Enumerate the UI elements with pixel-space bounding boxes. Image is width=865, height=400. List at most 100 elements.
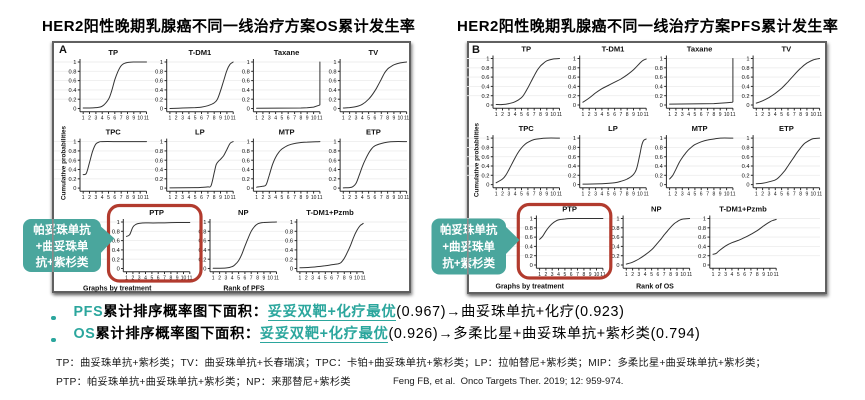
svg-text:3: 3: [594, 112, 597, 118]
svg-text:TPC: TPC: [519, 124, 535, 133]
svg-text:LP: LP: [608, 124, 618, 133]
svg-text:B: B: [472, 44, 480, 56]
svg-text:2: 2: [305, 275, 308, 281]
svg-text:TP: TP: [108, 48, 118, 57]
svg-text:A: A: [59, 44, 67, 56]
svg-text:9: 9: [762, 272, 765, 278]
svg-text:8: 8: [343, 275, 346, 281]
svg-text:3: 3: [681, 112, 684, 118]
svg-text:0.2: 0.2: [285, 257, 293, 263]
svg-text:ETP: ETP: [779, 124, 794, 133]
svg-text:9: 9: [632, 192, 635, 198]
svg-text:11: 11: [557, 112, 562, 118]
svg-text:0.4: 0.4: [698, 245, 706, 251]
svg-text:3: 3: [138, 275, 141, 281]
svg-text:1: 1: [125, 275, 128, 281]
svg-text:TV: TV: [369, 48, 380, 57]
svg-text:3: 3: [508, 192, 511, 198]
svg-text:PTP: PTP: [149, 208, 164, 217]
svg-text:0.4: 0.4: [155, 168, 163, 174]
svg-text:0: 0: [486, 183, 489, 189]
svg-text:2: 2: [718, 272, 721, 278]
svg-text:7: 7: [620, 112, 623, 118]
svg-text:1: 1: [160, 60, 163, 66]
svg-text:11: 11: [817, 112, 822, 118]
svg-text:2: 2: [175, 195, 178, 201]
svg-text:1: 1: [82, 115, 85, 121]
svg-text:6: 6: [244, 275, 247, 281]
svg-text:Taxane: Taxane: [687, 45, 713, 54]
svg-text:10: 10: [224, 195, 230, 201]
svg-text:11: 11: [730, 192, 735, 198]
svg-text:3: 3: [268, 195, 271, 201]
svg-text:8: 8: [300, 115, 303, 121]
svg-text:0: 0: [117, 267, 120, 273]
svg-text:1: 1: [333, 60, 336, 66]
svg-text:9: 9: [393, 115, 396, 121]
svg-text:9: 9: [719, 112, 722, 118]
svg-text:11: 11: [817, 192, 822, 198]
svg-text:10: 10: [550, 192, 556, 198]
svg-text:11: 11: [730, 112, 735, 118]
svg-text:0: 0: [247, 107, 250, 113]
svg-text:5: 5: [520, 112, 523, 118]
svg-text:Cumulative probabilities: Cumulative probabilities: [61, 125, 68, 200]
svg-text:5: 5: [367, 195, 370, 201]
svg-text:2: 2: [545, 272, 548, 278]
svg-text:3: 3: [508, 112, 511, 118]
svg-text:0.4: 0.4: [742, 164, 750, 170]
svg-text:1: 1: [299, 275, 302, 281]
svg-text:9: 9: [132, 195, 135, 201]
svg-text:1: 1: [255, 115, 258, 121]
svg-text:3: 3: [95, 115, 98, 121]
svg-text:9: 9: [676, 272, 679, 278]
svg-text:0.6: 0.6: [242, 158, 250, 164]
svg-text:1: 1: [247, 140, 250, 146]
svg-text:2: 2: [348, 195, 351, 201]
svg-text:7: 7: [250, 275, 253, 281]
svg-text:7: 7: [163, 275, 166, 281]
svg-text:5: 5: [607, 192, 610, 198]
svg-text:3: 3: [768, 192, 771, 198]
svg-text:0.2: 0.2: [155, 97, 163, 103]
svg-text:0.6: 0.6: [612, 235, 620, 241]
svg-text:1: 1: [660, 136, 663, 142]
svg-text:11: 11: [404, 195, 409, 201]
svg-text:5: 5: [194, 115, 197, 121]
svg-text:0.2: 0.2: [242, 177, 250, 183]
svg-text:0.8: 0.8: [698, 226, 706, 232]
svg-text:8: 8: [539, 112, 542, 118]
svg-text:11: 11: [144, 115, 149, 121]
svg-text:1: 1: [668, 112, 671, 118]
svg-text:11: 11: [187, 275, 192, 281]
svg-text:11: 11: [774, 272, 779, 278]
svg-text:0.8: 0.8: [329, 149, 337, 155]
svg-text:4: 4: [318, 275, 321, 281]
svg-text:0.4: 0.4: [68, 168, 76, 174]
svg-text:11: 11: [361, 275, 366, 281]
svg-text:0.4: 0.4: [481, 164, 489, 170]
svg-text:0.2: 0.2: [568, 173, 576, 179]
svg-text:8: 8: [583, 272, 586, 278]
svg-text:6: 6: [613, 112, 616, 118]
svg-text:3: 3: [594, 192, 597, 198]
svg-text:10: 10: [724, 192, 730, 198]
svg-text:6: 6: [157, 275, 160, 281]
svg-text:7: 7: [533, 192, 536, 198]
svg-text:6: 6: [700, 192, 703, 198]
svg-text:2: 2: [588, 192, 591, 198]
svg-text:3: 3: [95, 195, 98, 201]
svg-text:6: 6: [374, 115, 377, 121]
svg-text:7: 7: [793, 192, 796, 198]
svg-text:9: 9: [306, 115, 309, 121]
svg-text:1: 1: [290, 220, 293, 226]
svg-text:4: 4: [188, 195, 191, 201]
svg-text:0.8: 0.8: [655, 66, 663, 72]
svg-text:1: 1: [660, 57, 663, 63]
svg-text:2: 2: [675, 192, 678, 198]
svg-text:8: 8: [256, 275, 259, 281]
svg-text:6: 6: [330, 275, 333, 281]
svg-text:4: 4: [644, 272, 647, 278]
svg-text:1: 1: [755, 192, 758, 198]
svg-text:0.8: 0.8: [612, 226, 620, 232]
